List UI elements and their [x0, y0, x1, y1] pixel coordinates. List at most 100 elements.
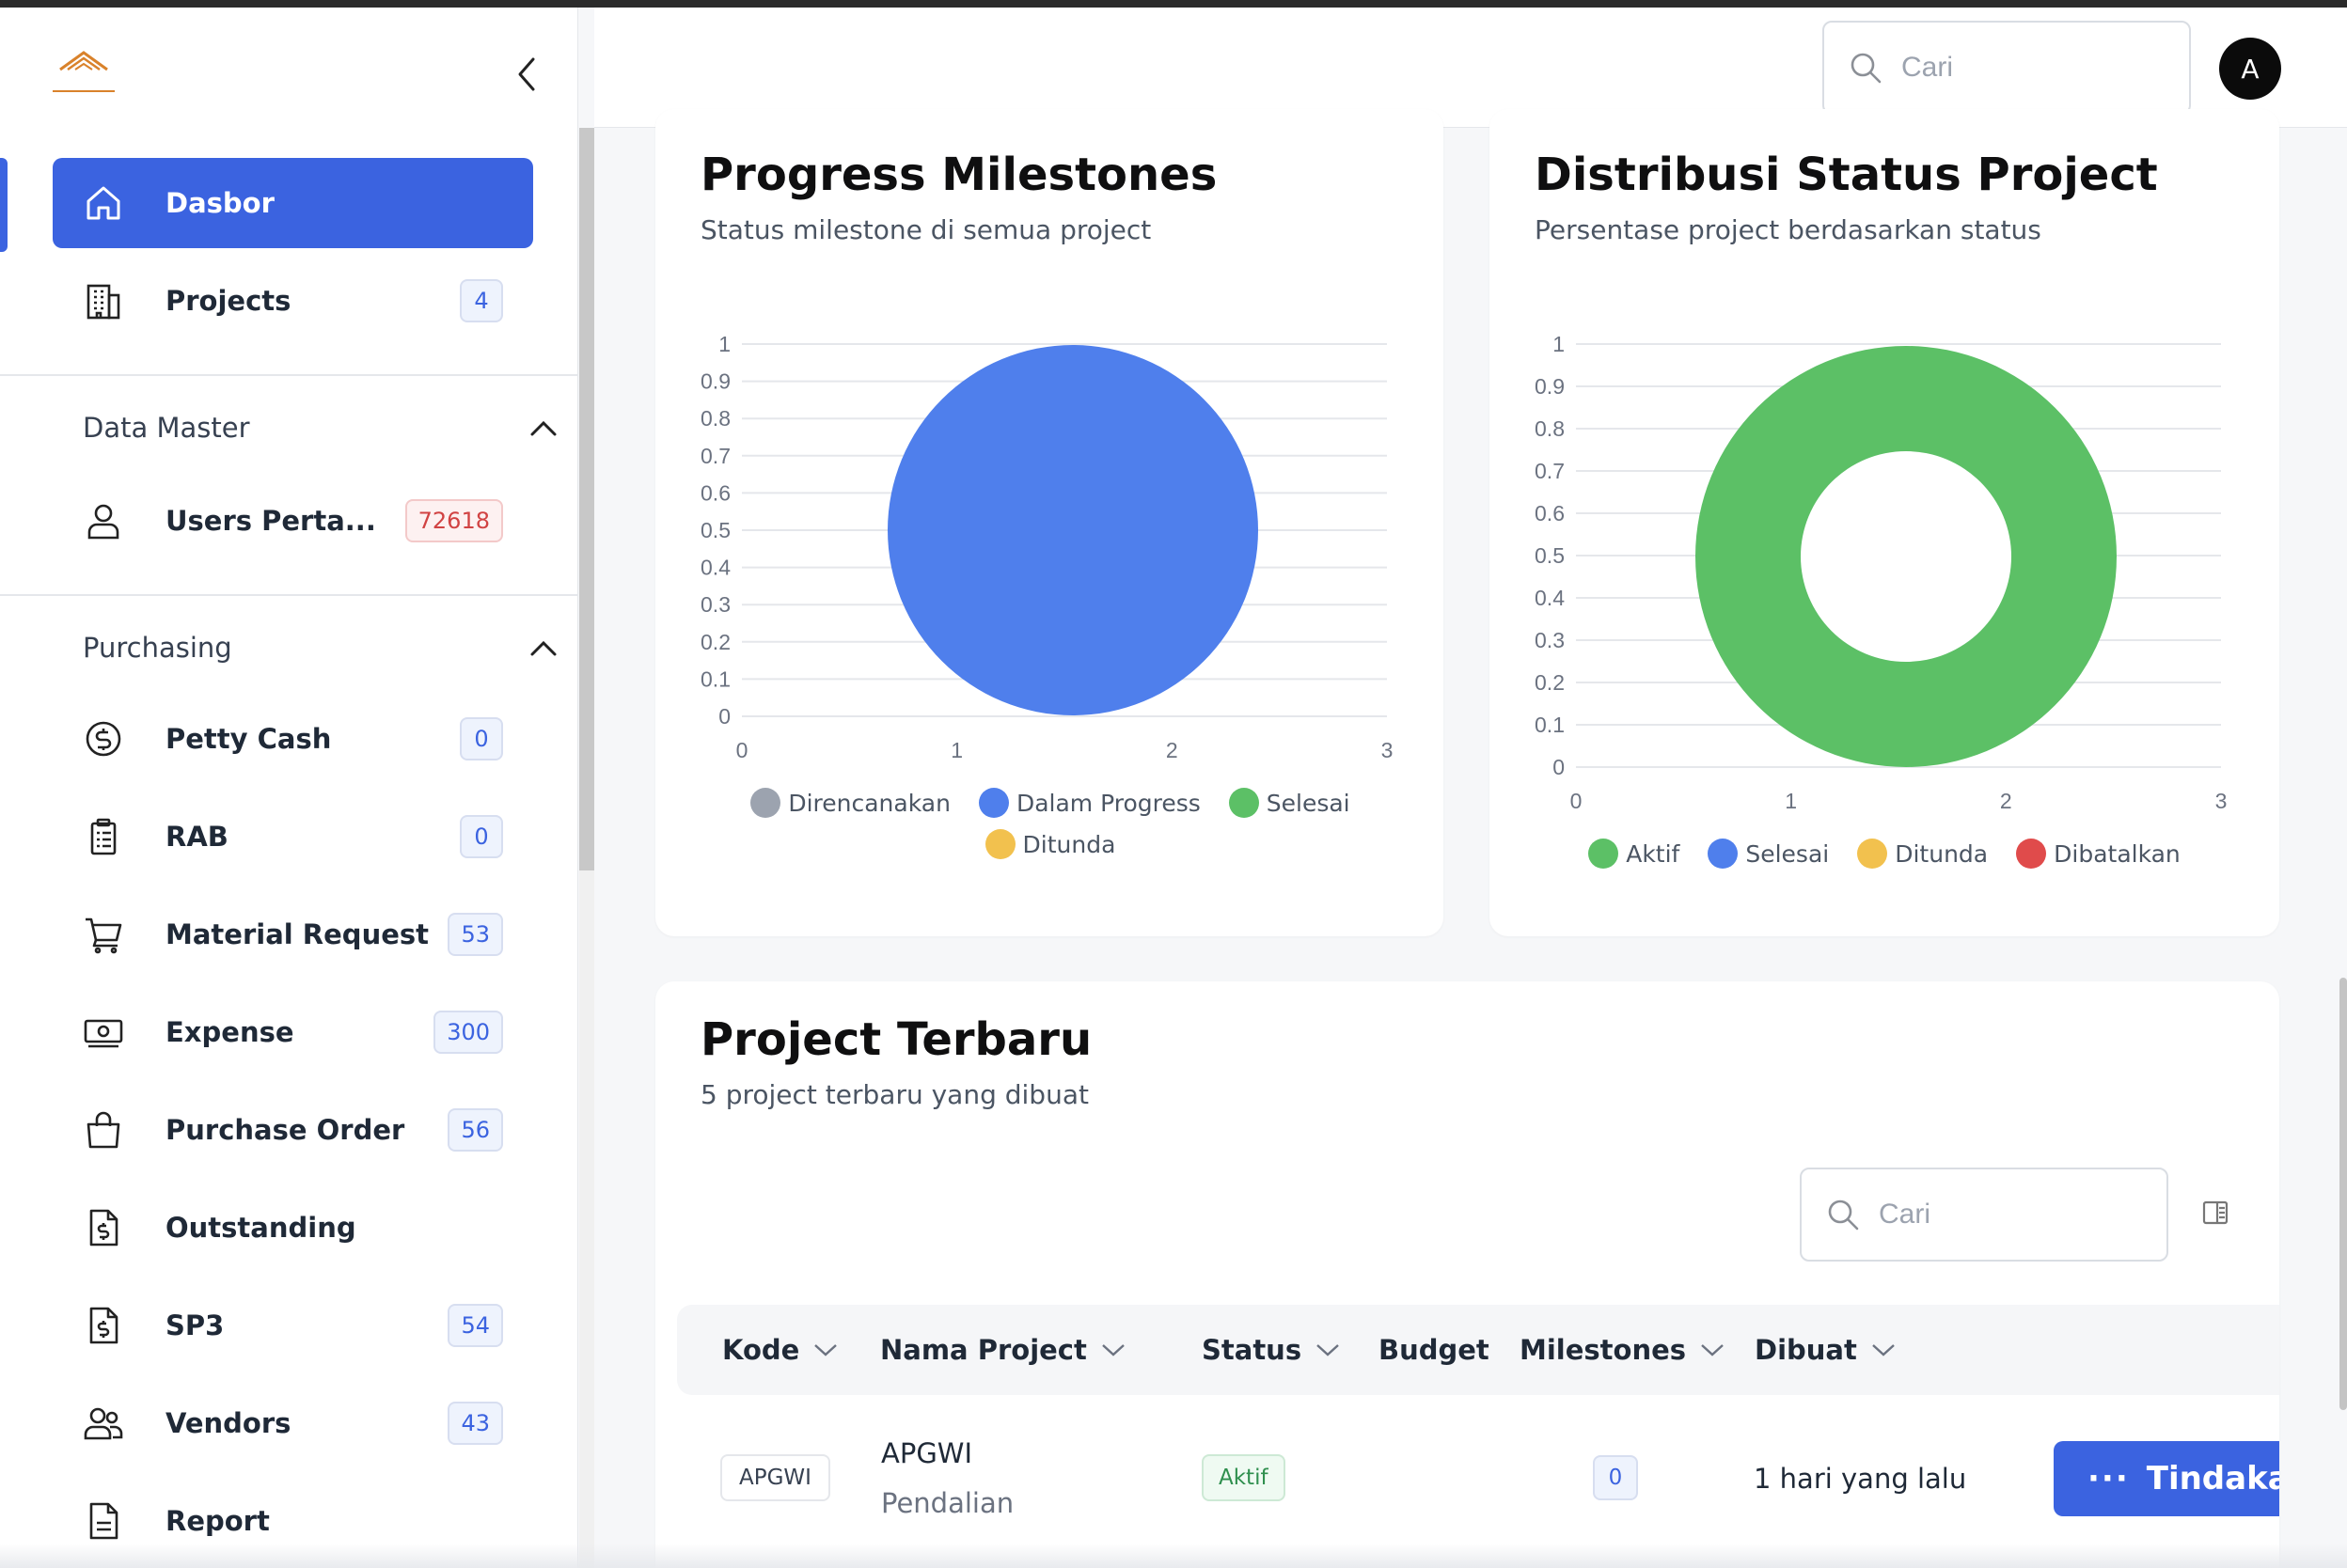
legend-item[interactable]: Dalam Progress: [978, 788, 1201, 818]
sidebar-item-projects[interactable]: Projects 4: [53, 256, 533, 346]
legend-item[interactable]: Aktif: [1588, 839, 1679, 869]
legend-item[interactable]: Selesai: [1708, 839, 1829, 869]
y-tick-label: 0.5: [1535, 543, 1565, 568]
sidebar-item-label: Outstanding: [165, 1212, 356, 1244]
legend-swatch: [1588, 839, 1619, 869]
sidebar-item-label: Vendors: [165, 1407, 291, 1439]
sidebar-item-label: Purchase Order: [165, 1114, 405, 1146]
y-tick-label: 1: [718, 332, 731, 356]
legend-item[interactable]: Ditunda: [1857, 839, 1988, 869]
table-search[interactable]: [1800, 1168, 2168, 1262]
x-tick-label: 1: [951, 738, 963, 762]
column-header-status[interactable]: Status: [1202, 1305, 1341, 1395]
y-tick-label: 0.1: [701, 666, 731, 691]
y-tick-label: 0.7: [701, 444, 731, 468]
y-tick-label: 0.7: [1535, 459, 1565, 483]
more-horizontal-icon: ···: [2087, 1460, 2130, 1497]
y-tick-label: 0.5: [701, 518, 731, 542]
section-title-data-master: Data Master: [83, 412, 250, 444]
search-input[interactable]: [1879, 1199, 2142, 1231]
user-avatar[interactable]: A: [2219, 38, 2281, 100]
sidebar-item-vendors[interactable]: Vendors 43: [53, 1378, 533, 1468]
y-tick-label: 0.4: [1535, 586, 1565, 610]
section-collapse-toggle[interactable]: [527, 412, 560, 446]
sidebar-item-petty-cash[interactable]: Petty Cash 0: [53, 694, 533, 784]
chevron-up-icon: [530, 420, 557, 436]
collapse-sidebar-button[interactable]: [508, 51, 545, 98]
count-badge: 43: [448, 1402, 503, 1445]
sidebar-scrollbar[interactable]: [579, 128, 594, 1568]
column-header-milestones[interactable]: Milestones: [1520, 1305, 1725, 1395]
count-badge: 0: [460, 717, 503, 760]
distribution-chart-svg: 1 0.9 0.8 0.7 0.6 0.5 0.4 0.3 0.2 0.1 00 1 2 3: [1535, 332, 2228, 813]
sidebar-item-material-request[interactable]: Material Request 53: [53, 889, 533, 980]
legend-swatch: [1228, 788, 1259, 818]
sidebar-item-rab[interactable]: RAB 0: [53, 792, 533, 882]
column-label: Nama Project: [880, 1334, 1087, 1366]
count-badge: 54: [448, 1304, 503, 1347]
column-header-budget: Budget: [1378, 1305, 1489, 1395]
legend-item[interactable]: Selesai: [1228, 788, 1350, 818]
scrollbar-thumb[interactable]: [579, 128, 594, 870]
y-tick-label: 0.4: [701, 556, 731, 580]
section-collapse-toggle[interactable]: [527, 632, 560, 666]
sidebar-item-label: Petty Cash: [165, 723, 332, 755]
column-header-kode[interactable]: Kode: [722, 1305, 839, 1395]
milestones-chart-svg: 1 0.9 0.8 0.7 0.6 0.5 0.4 0.3 0.2 0.1 00 1 2 3: [701, 332, 1394, 762]
action-label: Tindakan: [2146, 1460, 2279, 1497]
column-header-nama-project[interactable]: Nama Project: [880, 1305, 1126, 1395]
home-icon: [81, 180, 126, 226]
file-text-icon: [81, 1498, 126, 1544]
global-search[interactable]: [1822, 21, 2191, 115]
card-title: Project Terbaru: [701, 1013, 1093, 1066]
sidebar-item-dasbor[interactable]: Dasbor: [53, 158, 533, 248]
x-tick-label: 0: [736, 738, 748, 762]
distribution-legend: Aktif Selesai Ditunda Dibatalkan: [1546, 839, 2223, 869]
sidebar-item-expense[interactable]: Expense 300: [53, 987, 533, 1077]
sidebar-item-label: Expense: [165, 1016, 294, 1048]
legend-item[interactable]: Dibatalkan: [2016, 839, 2181, 869]
sidebar-item-sp3[interactable]: SP3 54: [53, 1280, 533, 1371]
legend-label: Dibatalkan: [2054, 839, 2181, 868]
table-header: Kode Nama Project Status Budget Mileston…: [677, 1305, 2279, 1395]
sidebar-item-purchase-order[interactable]: Purchase Order 56: [53, 1085, 533, 1175]
search-input[interactable]: [1901, 52, 2165, 84]
count-badge: 53: [448, 913, 503, 956]
column-toggle-button[interactable]: [2198, 1196, 2232, 1230]
y-tick-label: 0.8: [701, 406, 731, 431]
legend-item[interactable]: Ditunda: [984, 829, 1116, 859]
file-dollar-icon: [81, 1303, 126, 1348]
count-badge: 4: [460, 279, 503, 322]
legend-label: Ditunda: [1022, 830, 1116, 858]
sidebar-item-users-pertamina[interactable]: Users Perta... 72618: [53, 476, 533, 566]
legend-label: Selesai: [1745, 839, 1830, 868]
active-indicator: [0, 158, 8, 252]
sidebar-item-label: RAB: [165, 821, 228, 853]
sidebar-item-report[interactable]: Report: [53, 1476, 533, 1566]
column-label: Kode: [722, 1334, 800, 1366]
x-tick-label: 3: [1381, 738, 1394, 762]
actions-button[interactable]: ··· Tindakan: [2054, 1441, 2279, 1516]
x-tick-label: 3: [2215, 789, 2228, 813]
project-code-chip: APGWI: [720, 1454, 830, 1501]
column-header-dibuat[interactable]: Dibuat: [1755, 1305, 1897, 1395]
y-tick-label: 0.3: [1535, 628, 1565, 652]
clipboard-list-icon: [81, 814, 126, 859]
card-title: Distribusi Status Project: [1535, 149, 2158, 201]
users-icon: [81, 1401, 126, 1446]
sidebar-item-outstanding[interactable]: Outstanding: [53, 1183, 533, 1273]
legend-label: Direncanakan: [788, 789, 951, 817]
legend-label: Selesai: [1266, 789, 1350, 817]
chevron-down-icon: [1872, 1344, 1895, 1356]
legend-item[interactable]: Direncanakan: [750, 788, 951, 818]
x-tick-label: 1: [1785, 789, 1797, 813]
milestones-legend: Direncanakan Dalam Progress Selesai Ditunda: [712, 788, 1389, 859]
dollar-circle-icon: [81, 716, 126, 761]
project-name[interactable]: APGWI: [881, 1437, 973, 1469]
building-icon: [81, 278, 126, 323]
y-tick-label: 0.1: [1535, 713, 1565, 737]
brand-logo[interactable]: [41, 41, 126, 98]
card-subtitle: 5 project terbaru yang dibuat: [701, 1079, 1089, 1110]
shopping-bag-icon: [81, 1107, 126, 1152]
page-scrollbar[interactable]: [2339, 978, 2347, 1410]
